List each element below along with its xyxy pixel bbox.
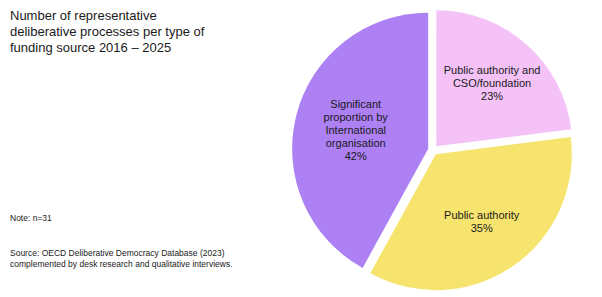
note: Note: n=31 xyxy=(10,213,52,223)
slice-value-label: 35% xyxy=(471,222,493,234)
pie-slice xyxy=(436,10,571,146)
slice-label: Public authority andCSO/foundation xyxy=(444,64,541,89)
slice-value-label: 23% xyxy=(481,90,503,102)
pie-chart: Public authority andCSO/foundation23% Pub… xyxy=(0,0,602,297)
pie-slice xyxy=(292,13,428,268)
slice-value-label: 42% xyxy=(345,150,367,162)
slice-label: Public authority xyxy=(444,209,520,221)
chart-title: Number of representative deliberative pr… xyxy=(10,8,225,56)
slice-label: Significantproportion byInternationalorg… xyxy=(324,98,389,149)
source: Source: OECD Deliberative Democracy Data… xyxy=(10,248,245,270)
